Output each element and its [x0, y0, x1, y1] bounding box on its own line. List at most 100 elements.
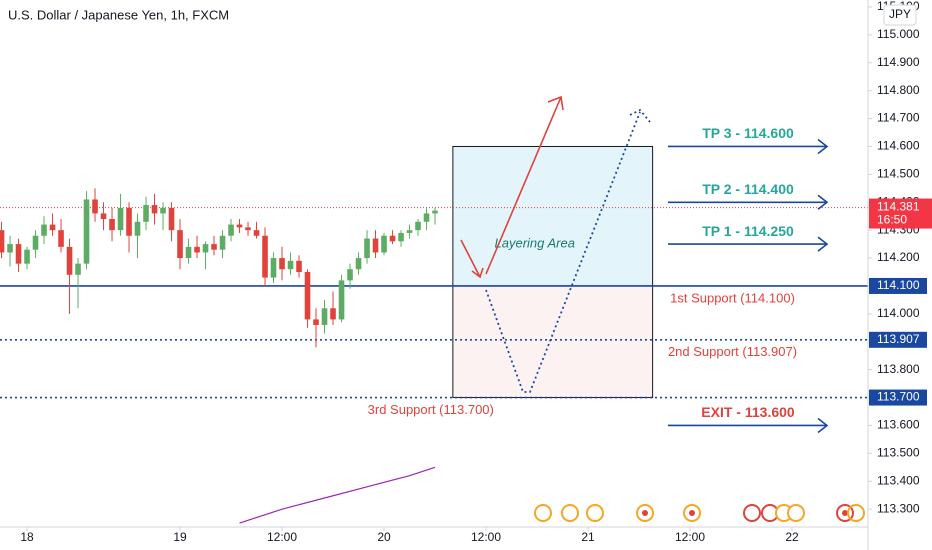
candle-body: [406, 230, 413, 233]
y-tick-label: 113.400: [877, 473, 920, 487]
x-tick-label: 21: [581, 530, 595, 544]
zone: [452, 285, 654, 399]
candle-body: [338, 280, 345, 320]
target-label: TP 3 - 114.600: [702, 125, 794, 141]
candle-body: [423, 213, 430, 222]
candle-body: [270, 258, 277, 278]
candle-body: [117, 207, 124, 231]
candle-body: [381, 235, 387, 253]
candle-body: [313, 319, 319, 326]
y-tick-label: 114.000: [877, 306, 920, 320]
candle-body: [330, 308, 336, 320]
candle-body: [32, 235, 39, 250]
level-tag-label: 114.100: [877, 278, 920, 292]
candle-body: [151, 205, 158, 214]
y-tick-label: 113.800: [877, 362, 920, 376]
target-arrow-head: [817, 417, 829, 434]
candle-body: [15, 244, 22, 264]
x-tick-label: 12:00: [471, 530, 501, 544]
target-label: EXIT - 113.600: [701, 404, 795, 420]
y-tick-label: 114.600: [877, 139, 920, 153]
candle-body: [355, 258, 362, 270]
candle-body: [58, 230, 64, 247]
candle-body: [347, 269, 353, 281]
candle-body: [177, 230, 183, 259]
blue-dotted-arrow: [485, 108, 651, 393]
candle-body: [236, 224, 243, 228]
y-tick-label: 113.500: [877, 446, 920, 460]
candle-body: [262, 235, 268, 278]
level-tag: [869, 389, 927, 406]
candle-body: [219, 235, 226, 250]
candle-body: [202, 244, 209, 253]
target-arrow-head: [817, 236, 829, 252]
support-label: 3rd Support (113.700): [368, 402, 494, 417]
candle-body: [389, 235, 396, 242]
candle-body: [279, 258, 285, 270]
level-tag: [869, 277, 927, 294]
currency-label[interactable]: JPY: [889, 7, 911, 21]
candle-body: [372, 238, 379, 253]
candle-body: [7, 244, 13, 253]
red-arrow: [460, 239, 484, 279]
level-tag-label: 113.700: [877, 390, 920, 404]
candle-body: [296, 260, 302, 273]
candle-body: [100, 213, 107, 220]
last-price-label: 114.381: [877, 200, 920, 214]
candle-body: [143, 205, 149, 222]
candle-body: [287, 260, 294, 270]
moving-average: [239, 466, 436, 524]
candle-body: [194, 246, 200, 253]
candle-body: [415, 221, 421, 231]
level-tag-label: 113.907: [877, 332, 920, 346]
red-arrow: [485, 95, 564, 275]
event-icons: [534, 504, 865, 522]
candle-body: [364, 238, 370, 259]
candle-body: [83, 199, 90, 264]
candle-body: [134, 221, 141, 236]
last-price-tag: [869, 198, 932, 229]
y-tick-label: 114.900: [877, 55, 920, 69]
y-tick-label: 114.800: [877, 83, 920, 97]
y-tick-label: 114.200: [877, 250, 920, 264]
y-tick-label: 115.000: [877, 27, 920, 41]
candle-body: [185, 246, 192, 259]
x-tick-label: 19: [173, 530, 187, 544]
y-tick-label: 113.600: [877, 418, 920, 432]
target-arrow-head: [817, 194, 829, 210]
candle-body: [432, 210, 438, 214]
x-tick-label: 18: [20, 530, 34, 544]
support-label: 2nd Support (113.907): [668, 344, 797, 359]
candle-body: [24, 249, 30, 264]
candle-body: [168, 207, 175, 231]
candle-body: [245, 227, 251, 231]
candle-body: [109, 219, 115, 231]
support-label: 1st Support (114.100): [670, 290, 795, 305]
y-tick-label: 114.700: [877, 111, 920, 125]
target-label: TP 2 - 114.400: [702, 181, 794, 197]
candle-body: [0, 230, 5, 253]
x-tick-label: 12:00: [267, 530, 297, 544]
zone: [452, 145, 654, 287]
candle-body: [160, 207, 166, 214]
candle-body: [253, 230, 260, 236]
x-tick-label: 22: [785, 530, 799, 544]
drawings: [460, 95, 651, 393]
candle-body: [41, 224, 47, 236]
candle-body: [304, 272, 311, 320]
candle-body: [75, 263, 81, 275]
currency-button[interactable]: [883, 4, 917, 26]
target-label: TP 1 - 114.250: [702, 223, 794, 239]
candle-body: [92, 199, 98, 214]
candle-body: [321, 308, 328, 326]
x-tick-label: 20: [377, 530, 391, 544]
chart-title: U.S. Dollar / Japanese Yen, 1h, FXCM: [8, 7, 229, 22]
zone-label: Layering Area: [495, 235, 575, 250]
y-tick-label: 113.300: [877, 501, 920, 515]
countdown-label: 16:50: [877, 213, 907, 227]
candle-body: [211, 244, 217, 250]
candle-body: [228, 224, 234, 236]
candle-body: [126, 207, 132, 236]
candle-body: [66, 246, 73, 275]
